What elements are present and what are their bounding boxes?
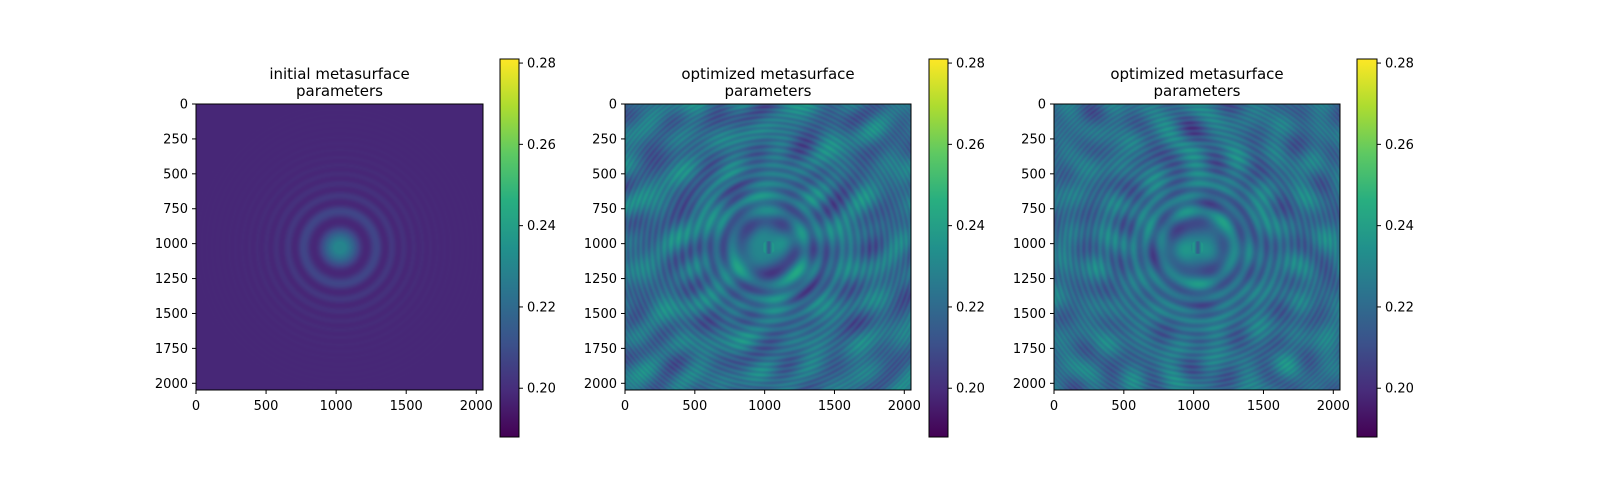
colorbar-tick-label: 0.28 bbox=[1385, 57, 1414, 72]
colorbar bbox=[1356, 58, 1378, 438]
heatmap-image bbox=[625, 104, 911, 390]
x-tick-label: 1000 bbox=[1177, 399, 1210, 414]
x-tick-label: 2000 bbox=[1317, 399, 1350, 414]
x-tick-label: 500 bbox=[254, 399, 279, 414]
axes-frame bbox=[1053, 103, 1341, 391]
y-tick-label: 1500 bbox=[155, 307, 188, 322]
y-tick-label: 0 bbox=[1038, 98, 1046, 113]
colorbar-tick-label: 0.26 bbox=[956, 138, 985, 153]
y-tick-label: 2000 bbox=[1013, 377, 1046, 392]
colorbar-tick-label: 0.20 bbox=[956, 382, 985, 397]
y-tick-label: 1250 bbox=[1013, 272, 1046, 287]
x-tick-label: 1500 bbox=[818, 399, 851, 414]
colorbar-tick-label: 0.28 bbox=[956, 57, 985, 72]
x-tick-label: 1000 bbox=[320, 399, 353, 414]
panel-title-line: initial metasurface bbox=[269, 65, 409, 83]
y-tick-label: 1750 bbox=[1013, 342, 1046, 357]
y-tick-label: 2000 bbox=[155, 377, 188, 392]
x-tick-label: 2000 bbox=[888, 399, 921, 414]
colorbar-tick-label: 0.24 bbox=[1385, 219, 1414, 234]
y-tick-label: 750 bbox=[163, 202, 188, 217]
y-tick-label: 750 bbox=[592, 202, 617, 217]
colorbar bbox=[928, 58, 949, 438]
colorbar-tick-label: 0.26 bbox=[527, 138, 556, 153]
axes-frame bbox=[624, 103, 912, 391]
y-tick-label: 1250 bbox=[584, 272, 617, 287]
panel-title-line: parameters bbox=[296, 82, 383, 100]
x-tick-label: 1500 bbox=[390, 399, 423, 414]
colorbar-tick-label: 0.24 bbox=[527, 219, 556, 234]
y-tick-label: 1000 bbox=[155, 237, 188, 252]
colorbar-tick-label: 0.28 bbox=[527, 57, 556, 72]
colorbar-tick-label: 0.20 bbox=[527, 382, 556, 397]
y-tick-label: 2000 bbox=[584, 377, 617, 392]
heatmap-image bbox=[196, 104, 483, 390]
axes-frame bbox=[195, 103, 484, 391]
y-tick-label: 1500 bbox=[1013, 307, 1046, 322]
panel-title-line: parameters bbox=[1153, 82, 1240, 100]
x-tick-label: 1500 bbox=[1247, 399, 1280, 414]
x-tick-label: 0 bbox=[621, 399, 629, 414]
y-tick-label: 1000 bbox=[584, 237, 617, 252]
panel-title-line: parameters bbox=[724, 82, 811, 100]
y-tick-label: 1750 bbox=[584, 342, 617, 357]
y-tick-label: 1750 bbox=[155, 342, 188, 357]
colorbar-tick-label: 0.22 bbox=[527, 300, 556, 315]
panel-title-line: optimized metasurface bbox=[1110, 65, 1283, 83]
x-tick-label: 0 bbox=[192, 399, 200, 414]
y-tick-label: 1250 bbox=[155, 272, 188, 287]
y-tick-label: 250 bbox=[592, 132, 617, 147]
y-tick-label: 1500 bbox=[584, 307, 617, 322]
colorbar bbox=[499, 58, 520, 438]
x-tick-label: 2000 bbox=[460, 399, 493, 414]
y-tick-label: 500 bbox=[163, 167, 188, 182]
colorbar-tick-label: 0.22 bbox=[1385, 300, 1414, 315]
heatmap-image bbox=[1054, 104, 1340, 390]
colorbar-tick-label: 0.24 bbox=[956, 219, 985, 234]
y-tick-label: 1000 bbox=[1013, 237, 1046, 252]
y-tick-label: 250 bbox=[1021, 132, 1046, 147]
y-tick-label: 500 bbox=[1021, 167, 1046, 182]
x-tick-label: 500 bbox=[1111, 399, 1136, 414]
colorbar-tick-label: 0.22 bbox=[956, 300, 985, 315]
y-tick-label: 500 bbox=[592, 167, 617, 182]
y-tick-label: 750 bbox=[1021, 202, 1046, 217]
x-tick-label: 1000 bbox=[748, 399, 781, 414]
y-tick-label: 250 bbox=[163, 132, 188, 147]
colorbar-tick-label: 0.20 bbox=[1385, 382, 1414, 397]
x-tick-label: 500 bbox=[682, 399, 707, 414]
y-tick-label: 0 bbox=[609, 98, 617, 113]
x-tick-label: 0 bbox=[1050, 399, 1058, 414]
panel-title-line: optimized metasurface bbox=[681, 65, 854, 83]
y-tick-label: 0 bbox=[180, 98, 188, 113]
colorbar-tick-label: 0.26 bbox=[1385, 138, 1414, 153]
